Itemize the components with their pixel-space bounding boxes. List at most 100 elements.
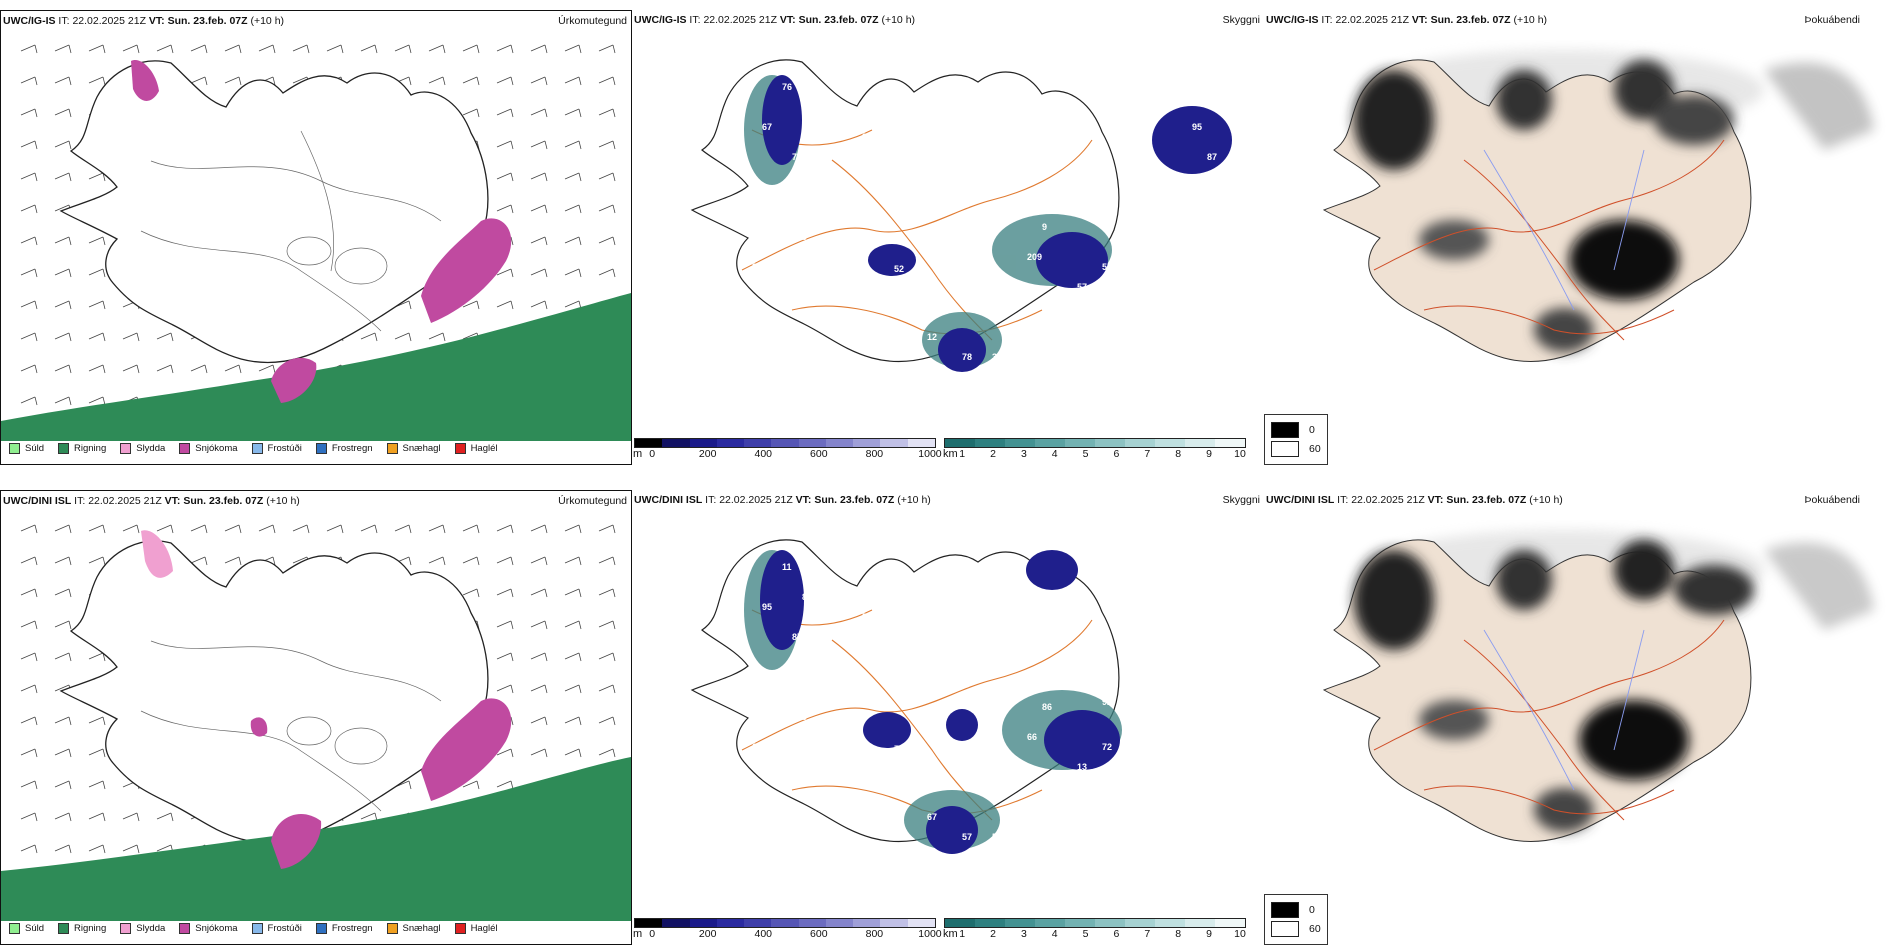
colorbar-tick: 2 — [990, 448, 996, 460]
cloud-map: 11 88 95 87 90 62 79 82 69 87 59 79 45 78 68 80 88 92 93 98… — [691, 539, 1217, 872]
cloud-value-label: 10 — [832, 242, 842, 252]
model-name: UWC/IG-IS — [3, 15, 56, 27]
legend-label: Súld — [25, 442, 45, 454]
colorbar-tick: 7 — [1144, 448, 1151, 460]
cloud-value-label: 98 — [1127, 692, 1137, 702]
vt-value: Sun. 23.feb. 07Z — [167, 15, 248, 27]
cloud-value-label: 66 — [1027, 732, 1037, 742]
precip-map — [1, 44, 631, 441]
legend-label: Snjókoma — [195, 922, 238, 934]
cloud-value-label: 8 — [1102, 217, 1107, 227]
cloud-value-label: 87 — [727, 752, 737, 762]
fog-panel-row1: UWC/IG-IS IT: 22.02.2025 21Z VT: Sun. 23… — [1264, 10, 1900, 465]
fog-legend-label: 0 — [1309, 904, 1315, 916]
panel-title: Úrkomutegund — [558, 15, 627, 27]
cloud-value-label: 13 — [1077, 762, 1087, 772]
legend-label: Frostregn — [331, 922, 373, 934]
colorbar-tick: 4 — [1051, 448, 1058, 460]
panel-header: UWC/DINI ISL IT: 22.02.2025 21Z VT: Sun.… — [1266, 494, 1563, 506]
cloud-value-label: 55 — [1062, 307, 1072, 317]
snow-area-south — [271, 813, 322, 869]
cloud-value-label: 79 — [797, 232, 807, 242]
legend-label: Súld — [25, 922, 45, 934]
cloud-value-label: 35 — [752, 262, 762, 272]
panel-header: UWC/IG-IS IT: 22.02.2025 21Z VT: Sun. 23… — [3, 15, 284, 27]
legend-label: Frostregn — [331, 442, 373, 454]
it-label: IT: — [705, 494, 717, 506]
cloud-value-label: 80 — [1152, 722, 1162, 732]
it-value: 22.02.2025 21Z — [719, 494, 793, 506]
legend-label: Snjókoma — [195, 442, 238, 454]
vt-value: Sun. 23.feb. 07Z — [814, 494, 895, 506]
legend-label: Slydda — [136, 442, 166, 454]
cloud-value-label: 6 — [1052, 322, 1057, 332]
legend-item: Slydda — [120, 442, 166, 454]
vt-value: Sun. 23.feb. 07Z — [183, 495, 264, 507]
cloud-value-label: 34 — [1152, 242, 1162, 252]
model-name: UWC/DINI ISL — [634, 494, 703, 506]
cloud-value-label: 90 — [807, 657, 817, 667]
fog-legend-row: 60 — [1271, 921, 1321, 937]
legend-item: Rigning — [58, 922, 106, 934]
colorbar-tick: 8 — [1175, 928, 1182, 940]
cloud-patches-blue — [762, 75, 1232, 372]
cloud-value-label: 92 — [1137, 122, 1147, 132]
cloud-patches-blue — [760, 550, 1120, 854]
cloud-value-label: 77 — [817, 202, 827, 212]
lead-time: (+10 h) — [881, 14, 916, 26]
cloud-value-label: 78 — [932, 582, 942, 592]
legend-swatch — [315, 442, 327, 454]
model-name: UWC/DINI ISL — [1266, 494, 1335, 506]
colorbar-m-bar — [634, 918, 936, 928]
legend-item: Rigning — [58, 442, 106, 454]
snow-area-north — [131, 60, 159, 101]
legend-item: Súld — [9, 442, 45, 454]
legend-label: Slydda — [136, 922, 166, 934]
it-value: 22.02.2025 21Z — [72, 15, 146, 27]
rain-area — [1, 293, 631, 441]
legend-item: Snjókoma — [179, 922, 238, 934]
panel-header: UWC/DINI ISL IT: 22.02.2025 21Z VT: Sun.… — [634, 494, 931, 506]
it-label: IT: — [58, 15, 70, 27]
cloud-value-label: 52 — [957, 862, 967, 872]
cloud-value-label: 95 — [762, 602, 772, 612]
legend-label: Frostúði — [267, 922, 302, 934]
cloud-value-label: 10 — [1152, 197, 1162, 207]
outlines — [140, 640, 442, 812]
colorbar-km-bar — [944, 918, 1246, 928]
cloud-value-label: 52 — [894, 264, 904, 274]
legend-swatch — [58, 922, 70, 934]
colorbar-m-ticks: 0 200 400 600 800 1000 — [634, 928, 941, 940]
cloud-value-label: 69 — [937, 852, 947, 862]
colorbar-tick: 400 — [754, 928, 773, 940]
cloud-value-label: 73 — [1132, 752, 1142, 762]
panel-title: Þokuábendi — [1804, 14, 1860, 26]
panel-header: UWC/IG-IS IT: 22.02.2025 21Z VT: Sun. 23… — [1266, 14, 1547, 26]
cloud-value-label: 209 — [1027, 252, 1042, 262]
fog-legend: 0 60 — [1264, 894, 1328, 945]
fog-legend-row: 60 — [1271, 441, 1321, 457]
vt-label: VT: — [795, 494, 812, 506]
cloud-value-label: 50 — [992, 832, 1002, 842]
colorbar-tick: 2 — [990, 928, 996, 940]
model-name: UWC/IG-IS — [1266, 14, 1319, 26]
fog-legend-row: 0 — [1271, 422, 1321, 438]
cloud-value-labels: 11 88 95 87 90 62 79 82 69 87 59 79 45 78 68 80 88 92 93 98… — [727, 562, 1217, 872]
cloud-value-label: 95 — [1192, 122, 1202, 132]
legend-swatch — [454, 442, 466, 454]
legend-swatch — [120, 922, 132, 934]
legend-swatch — [454, 922, 466, 934]
legend-item: Snæhagl — [386, 442, 441, 454]
legend-swatch — [386, 922, 398, 934]
colorbar-tick: 5 — [1082, 448, 1089, 460]
fog-rivers — [1483, 149, 1645, 311]
colorbar-tick: 9 — [1206, 928, 1212, 940]
cloud-value-label: 67 — [927, 812, 937, 822]
legend-swatch — [386, 442, 398, 454]
fog-dark-areas — [1354, 540, 1754, 832]
cloud-value-label: 35 — [992, 352, 1002, 362]
fog-legend-row: 0 — [1271, 902, 1321, 918]
cloud-value-label: 45 — [937, 732, 947, 742]
legend-item: Haglél — [454, 922, 498, 934]
